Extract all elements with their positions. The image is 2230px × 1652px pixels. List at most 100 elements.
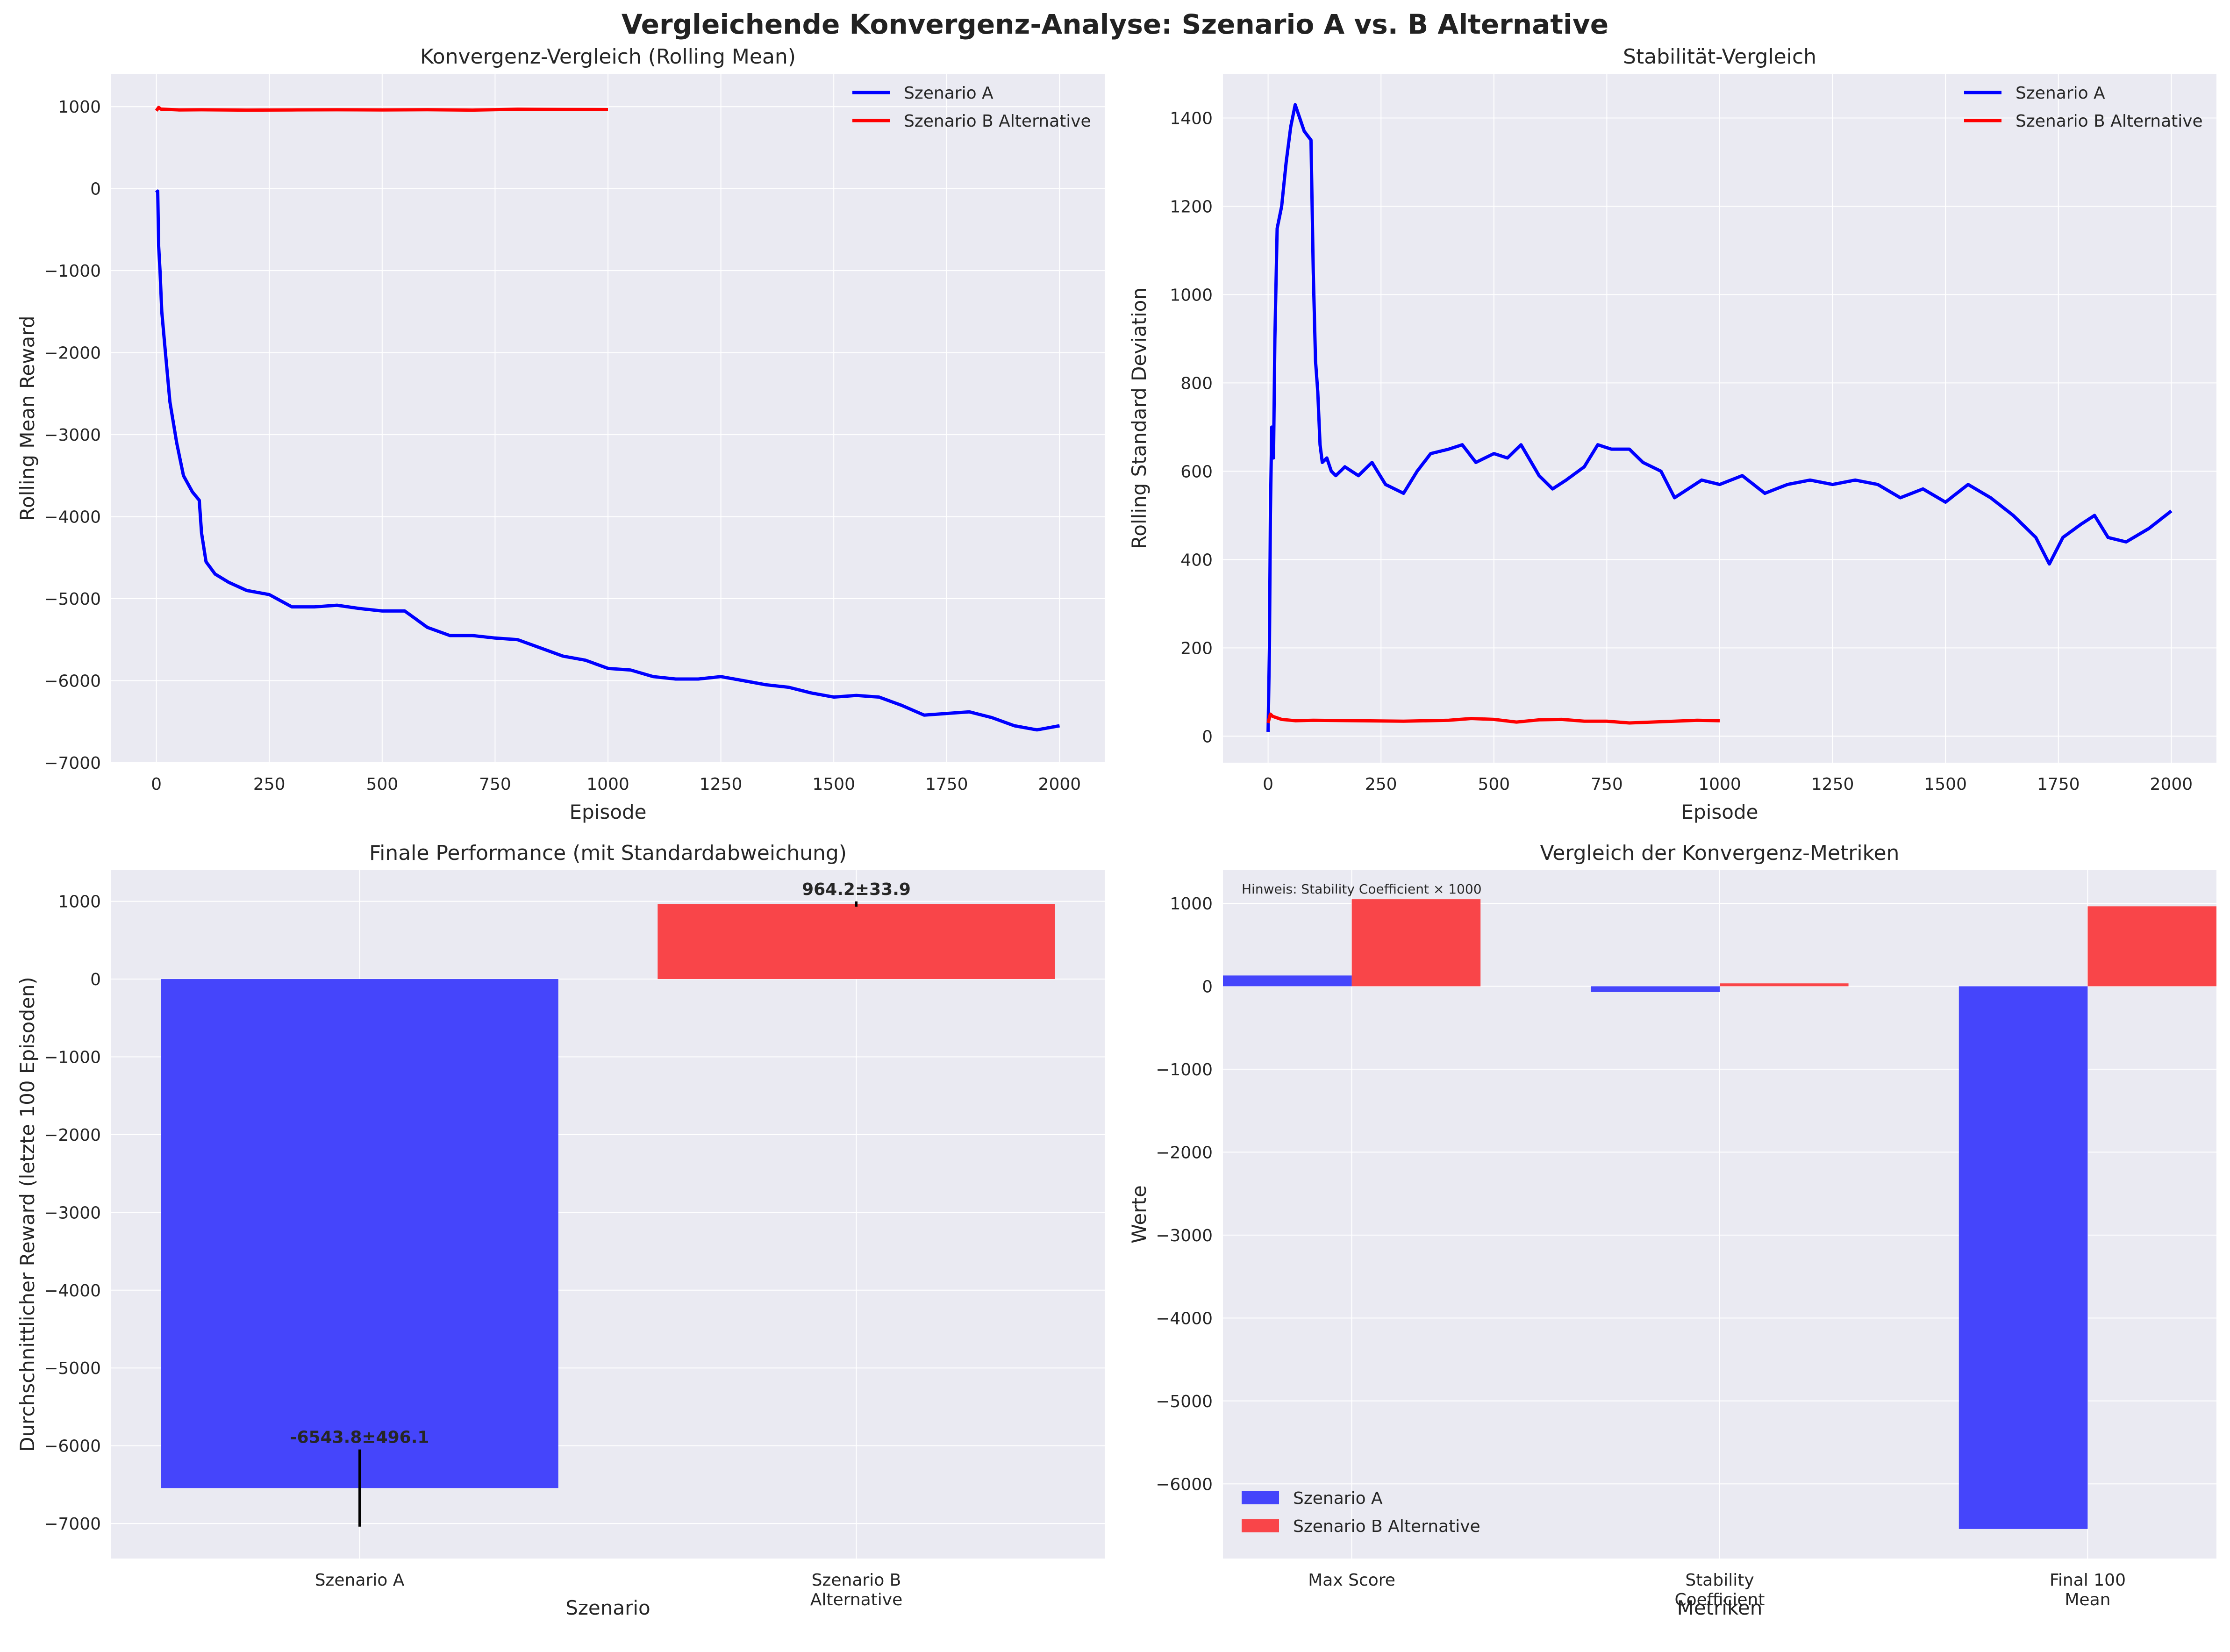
y-tick-label: 1200 — [1170, 197, 1213, 216]
x-tick-label: 500 — [1478, 775, 1510, 794]
y-tick-label: 0 — [1202, 977, 1213, 996]
y-tick-label: 0 — [90, 180, 101, 199]
x-tick-label: 1000 — [1698, 775, 1741, 794]
legend-label: Szenario A — [904, 84, 993, 103]
panel-title: Konvergenz-Vergleich (Rolling Mean) — [420, 45, 796, 69]
bar-szenario-a — [1223, 975, 1352, 987]
y-tick-label: −2000 — [44, 344, 101, 363]
x-tick-label: Mean — [2065, 1590, 2110, 1609]
x-axis-label: Szenario — [565, 1596, 650, 1619]
y-tick-label: −5000 — [44, 1359, 101, 1378]
panel-title: Stabilität-Vergleich — [1623, 45, 1816, 69]
metrics-panel: −6000 −5000 −4000 −3000 −2000 −1000 0 1000 Vergl… — [1128, 841, 2216, 1619]
x-tick-label: 1500 — [812, 775, 855, 794]
series-line-szenario-a — [155, 189, 1060, 732]
bar-szenario-a — [1591, 986, 1720, 992]
x-tick-label: 750 — [479, 775, 511, 794]
x-tick-label: 1250 — [1811, 775, 1854, 794]
x-tick-label: Alternative — [810, 1590, 903, 1609]
x-tick-label: 500 — [366, 775, 398, 794]
y-tick-label: −2000 — [1156, 1143, 1213, 1162]
y-tick-label: −6000 — [44, 672, 101, 691]
x-axis-label: Metriken — [1677, 1596, 1763, 1619]
x-tick-label: 1250 — [700, 775, 743, 794]
y-tick-label: −7000 — [44, 1515, 101, 1534]
y-tick-label: −6000 — [1156, 1475, 1213, 1494]
x-tick-label: 2000 — [1038, 775, 1081, 794]
x-tick-label: Max Score — [1308, 1571, 1395, 1590]
y-tick-label: −5000 — [44, 590, 101, 609]
legend-swatch — [1242, 1519, 1279, 1532]
x-axis-label: Episode — [570, 801, 647, 823]
x-tick-label: Szenario B — [812, 1571, 901, 1590]
bar-szenario-a — [1958, 986, 2088, 1529]
y-tick-label: −4000 — [44, 508, 101, 527]
series-line-szenario-b — [1266, 712, 1720, 725]
x-tick-label: 250 — [1365, 775, 1397, 794]
data-label: -6543.8±496.1 — [290, 1428, 429, 1447]
x-tick-label: 1750 — [925, 775, 968, 794]
x-tick-label: Stability — [1685, 1571, 1754, 1590]
panel-title: Finale Performance (mit Standardabweichu… — [369, 841, 847, 865]
x-tick-label: Coefficient — [1675, 1590, 1765, 1609]
y-tick-label: 800 — [1180, 374, 1213, 393]
y-tick-label: −4000 — [44, 1281, 101, 1301]
y-tick-label: 0 — [1202, 727, 1213, 746]
x-tick-label: Szenario A — [315, 1571, 405, 1590]
legend-label: Szenario A — [1293, 1489, 1383, 1508]
legend-swatch — [1242, 1491, 1279, 1504]
x-tick-label: Final 100 — [2050, 1571, 2126, 1590]
convergence-panel: −7000 −6000 −5000 −4000 −3000 −2000 −1000 0 1000… — [16, 45, 1105, 823]
y-tick-label: 200 — [1180, 639, 1213, 658]
y-tick-label: 0 — [90, 970, 101, 989]
x-tick-label: 0 — [151, 775, 162, 794]
y-tick-label: −3000 — [1156, 1226, 1213, 1245]
legend-label: Szenario B Alternative — [904, 112, 1091, 131]
figure-title: Vergleichende Konvergenz-Analyse: Szenar… — [622, 8, 1608, 40]
x-tick-label: 2000 — [2150, 775, 2193, 794]
y-tick-label: 1000 — [58, 98, 101, 117]
y-tick-label: −5000 — [1156, 1392, 1213, 1411]
y-axis-label: Rolling Mean Reward — [16, 316, 39, 521]
y-tick-label: −6000 — [44, 1437, 101, 1456]
panel-title: Vergleich der Konvergenz-Metriken — [1540, 841, 1900, 865]
y-axis-label: Durchschnittlicher Reward (letzte 100 Ep… — [16, 977, 39, 1452]
x-tick-label: 0 — [1263, 775, 1273, 794]
data-label: 964.2±33.9 — [802, 880, 911, 899]
legend-label: Szenario B Alternative — [2016, 112, 2203, 131]
x-tick-label: 750 — [1591, 775, 1623, 794]
y-tick-label: −2000 — [44, 1126, 101, 1145]
y-tick-label: 1000 — [1170, 894, 1213, 914]
y-tick-label: 1000 — [1170, 286, 1213, 305]
y-tick-label: −3000 — [44, 426, 101, 445]
series-line-szenario-a — [1266, 103, 2173, 732]
x-tick-label: 1500 — [1924, 775, 1967, 794]
y-axis-label: Rolling Standard Deviation — [1128, 287, 1151, 549]
x-axis-label: Episode — [1681, 801, 1758, 823]
legend-label: Szenario A — [2016, 84, 2105, 103]
legend-label: Szenario B Alternative — [1293, 1517, 1480, 1536]
bar-szenario-b — [1351, 899, 1481, 987]
bar-szenario-b — [1720, 983, 1849, 987]
bar — [161, 979, 558, 1488]
y-tick-label: −1000 — [1156, 1060, 1213, 1080]
y-tick-label: −1000 — [44, 262, 101, 281]
bar-szenario-b — [2087, 906, 2216, 987]
y-tick-label: −3000 — [44, 1203, 101, 1223]
x-tick-label: 1750 — [2037, 775, 2080, 794]
x-tick-label: 1000 — [586, 775, 629, 794]
y-axis-label: Werte — [1128, 1185, 1151, 1243]
y-tick-label: −1000 — [44, 1048, 101, 1067]
y-tick-label: −4000 — [1156, 1309, 1213, 1328]
y-tick-label: 600 — [1180, 462, 1213, 481]
stability-panel: 0 200 400 600 800 1000 1200 1400 Stabilität-Verg… — [1128, 45, 2216, 823]
bar — [658, 904, 1055, 980]
y-tick-label: −7000 — [44, 754, 101, 773]
series-line-szenario-b — [155, 106, 608, 112]
x-tick-label: 250 — [253, 775, 286, 794]
y-tick-label: 400 — [1180, 551, 1213, 570]
y-tick-label: 1000 — [58, 893, 101, 912]
final-performance-panel: −7000 −6000 −5000 −4000 −3000 −2000 −1000 0 1000… — [16, 841, 1105, 1619]
y-tick-label: 1400 — [1170, 109, 1213, 128]
